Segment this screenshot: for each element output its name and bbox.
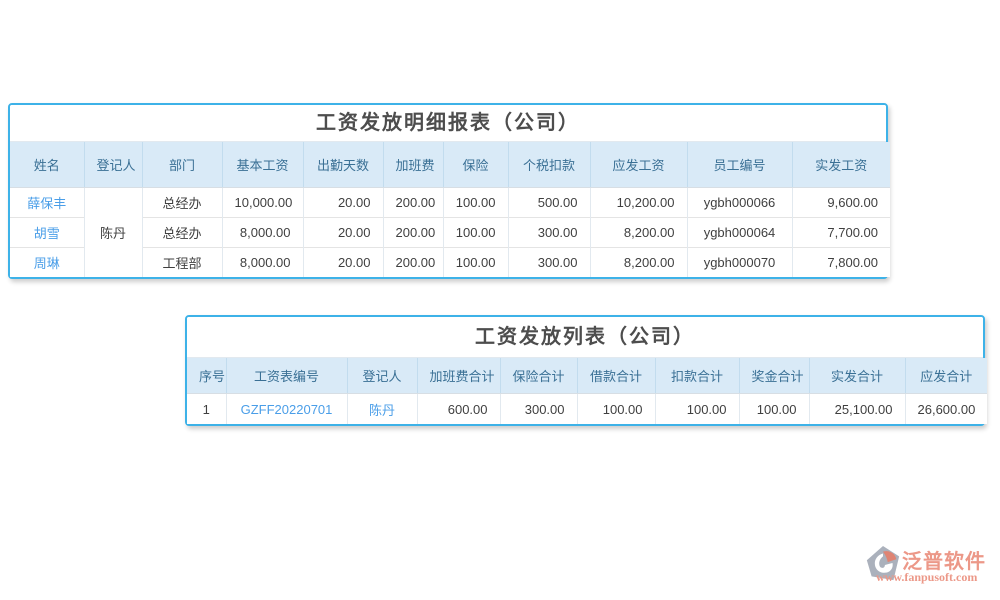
- table-cell: 20.00: [302, 247, 383, 277]
- cell-link[interactable]: 周琳: [33, 256, 60, 271]
- table-cell: 10,200.00: [589, 187, 687, 218]
- table-cell: 100.00: [442, 217, 508, 248]
- table-cell: 总经办: [141, 187, 222, 218]
- table-row: 薛保丰 陈丹 总经办 10,000.00 20.00 200.00 100.00 500.00…: [10, 187, 890, 277]
- table-cell: 200.00: [382, 187, 443, 218]
- salary-detail-report-grid: 姓名 登记人 部门 基本工资 出勤天数 加班费 保险 个税扣款 应发工资 员工编号 实发工资 薛保丰…: [10, 142, 890, 277]
- column-header: 借款合计: [576, 358, 655, 394]
- table-cell: 300.00: [499, 393, 577, 424]
- table-cell: 8,000.00: [221, 217, 303, 248]
- salary-list-title: 工资发放列表（公司）: [187, 317, 983, 358]
- salary-detail-report-table: 工资发放明细报表（公司） 姓名 登记人 部门 基本工资 出勤天数 加班费 保险 个税扣款 应发工…: [8, 103, 890, 279]
- header-row: 姓名 登记人 部门 基本工资 出勤天数 加班费 保险 个税扣款 应发工资 员工编号 实发工资: [10, 142, 890, 188]
- column-header: 保险: [442, 142, 508, 188]
- column-header: 加班费: [382, 142, 443, 188]
- table-cell: ygbh000066: [686, 187, 792, 218]
- table-cell: 陈丹: [83, 187, 142, 277]
- table-cell: 总经办: [141, 217, 222, 248]
- table-cell: 200.00: [382, 217, 443, 248]
- column-header: 实发工资: [791, 142, 890, 188]
- cell-link[interactable]: GZFF20220701: [240, 401, 333, 417]
- table-cell: 薛保丰: [10, 187, 84, 218]
- column-header: 扣款合计: [654, 358, 739, 394]
- table-cell: 7,700.00: [791, 217, 890, 248]
- column-header: 登记人: [346, 358, 417, 394]
- cell-link[interactable]: 薛保丰: [27, 196, 67, 211]
- cell-link[interactable]: 胡雪: [33, 226, 60, 241]
- table-cell: 500.00: [507, 187, 590, 218]
- table-cell: 26,600.00: [904, 393, 987, 424]
- table-cell: 25,100.00: [808, 393, 905, 424]
- table-cell: 600.00: [416, 393, 500, 424]
- table-cell: 7,800.00: [791, 247, 890, 277]
- salary-list-grid: 序号 工资表编号 登记人 加班费合计 保险合计 借款合计 扣款合计 奖金合计 实发合计 应发合计 …: [187, 358, 987, 424]
- table-cell: 胡雪: [10, 217, 84, 248]
- table-row: 1 GZFF20220701 陈丹 600.00 300.00 100.00 100.00 1…: [187, 393, 987, 424]
- table-cell: 8,000.00: [221, 247, 303, 277]
- brand-url: www.fanpusoft.com: [876, 570, 978, 584]
- table-cell: 300.00: [507, 247, 590, 277]
- cell-link[interactable]: 陈丹: [368, 402, 395, 418]
- column-header: 加班费合计: [416, 358, 500, 394]
- table-cell: 9,600.00: [791, 187, 890, 218]
- column-header: 奖金合计: [738, 358, 809, 394]
- table-cell: 20.00: [302, 187, 383, 218]
- fanpu-swirl-icon: [866, 545, 900, 581]
- table-cell: ygbh000070: [686, 247, 792, 277]
- column-header: 基本工资: [221, 142, 303, 188]
- table-row: 胡雪 总经办 8,000.00 20.00 200.00 100.00 300.00 8,20…: [10, 217, 890, 248]
- column-header: 应发工资: [589, 142, 687, 188]
- column-header: 登记人: [83, 142, 142, 188]
- column-header: 部门: [141, 142, 222, 188]
- column-header: 应发合计: [904, 358, 987, 394]
- table-cell: 8,200.00: [589, 217, 687, 248]
- column-header: 姓名: [10, 142, 84, 188]
- salary-detail-report-title: 工资发放明细报表（公司）: [10, 105, 886, 142]
- table-cell: 8,200.00: [589, 247, 687, 277]
- fanpu-logo: 泛普软件 www.fanpusoft.com: [864, 545, 990, 589]
- column-header: 员工编号: [686, 142, 792, 188]
- table-row: 周琳 工程部 8,000.00 20.00 200.00 100.00 300.00 8,20…: [10, 247, 890, 277]
- column-header: 个税扣款: [507, 142, 590, 188]
- column-header: 工资表编号: [225, 358, 347, 394]
- table-cell: 100.00: [442, 247, 508, 277]
- header-row: 序号 工资表编号 登记人 加班费合计 保险合计 借款合计 扣款合计 奖金合计 实发合计 应发合计: [187, 358, 987, 394]
- column-header: 序号: [187, 358, 226, 394]
- table-cell: 100.00: [654, 393, 739, 424]
- column-header: 保险合计: [499, 358, 577, 394]
- column-header: 出勤天数: [302, 142, 383, 188]
- table-cell: 10,000.00: [221, 187, 303, 218]
- table-cell: 300.00: [507, 217, 590, 248]
- table-cell: 陈丹: [346, 393, 417, 424]
- table-cell: 200.00: [382, 247, 443, 277]
- table-cell: 100.00: [576, 393, 655, 424]
- table-cell: GZFF20220701: [225, 393, 347, 424]
- table-cell: 工程部: [141, 247, 222, 277]
- table-cell: 1: [187, 393, 226, 424]
- brand-name: 泛普软件: [902, 551, 986, 573]
- table-cell: ygbh000064: [686, 217, 792, 248]
- table-cell: 100.00: [738, 393, 809, 424]
- salary-list-table: 工资发放列表（公司） 序号 工资表编号 登记人 加班费合计 保险合计 借款合计 扣款合计 奖金…: [185, 315, 987, 426]
- table-cell: 20.00: [302, 217, 383, 248]
- table-cell: 100.00: [442, 187, 508, 218]
- column-header: 实发合计: [808, 358, 905, 394]
- table-cell: 周琳: [10, 247, 84, 277]
